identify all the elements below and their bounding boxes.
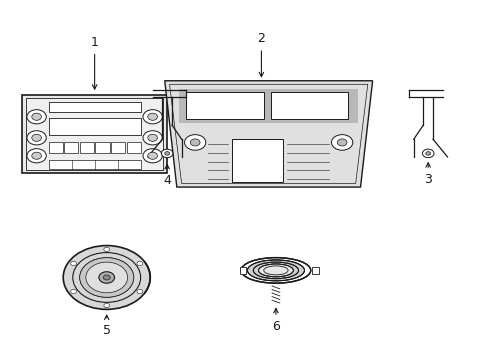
- Polygon shape: [164, 81, 372, 187]
- Circle shape: [63, 246, 150, 309]
- Circle shape: [27, 131, 46, 145]
- Circle shape: [184, 135, 205, 150]
- Circle shape: [103, 247, 109, 252]
- Bar: [49, 102, 140, 112]
- Circle shape: [80, 258, 133, 297]
- Circle shape: [161, 149, 173, 158]
- Text: 1: 1: [90, 36, 99, 89]
- Bar: [270, 92, 348, 119]
- Circle shape: [103, 303, 109, 308]
- Bar: [80, 143, 94, 153]
- Bar: [64, 143, 78, 153]
- Text: 6: 6: [271, 309, 279, 333]
- Circle shape: [32, 134, 41, 141]
- Bar: [231, 139, 283, 182]
- Bar: [26, 98, 163, 170]
- Circle shape: [142, 149, 162, 163]
- Circle shape: [190, 139, 200, 146]
- Circle shape: [422, 149, 433, 158]
- Bar: [111, 143, 125, 153]
- Circle shape: [32, 113, 41, 120]
- Bar: [49, 118, 140, 135]
- Circle shape: [147, 134, 157, 141]
- Circle shape: [331, 135, 352, 150]
- Circle shape: [32, 152, 41, 159]
- Circle shape: [142, 110, 162, 124]
- Bar: [95, 143, 109, 153]
- Text: 4: 4: [163, 165, 171, 187]
- Text: 5: 5: [102, 315, 110, 337]
- Bar: [186, 92, 264, 119]
- Circle shape: [142, 131, 162, 145]
- Circle shape: [425, 152, 430, 155]
- Bar: [22, 95, 167, 173]
- Bar: [179, 89, 357, 123]
- Bar: [239, 267, 246, 274]
- Circle shape: [99, 272, 114, 283]
- Circle shape: [70, 289, 76, 294]
- Text: 2: 2: [257, 32, 265, 77]
- Ellipse shape: [247, 260, 304, 281]
- Circle shape: [103, 275, 110, 280]
- Circle shape: [27, 110, 46, 124]
- Circle shape: [137, 261, 142, 266]
- Circle shape: [86, 262, 127, 293]
- Circle shape: [147, 113, 157, 120]
- Circle shape: [137, 289, 142, 294]
- Circle shape: [27, 149, 46, 163]
- Bar: [311, 267, 318, 274]
- Text: 3: 3: [424, 163, 431, 186]
- Bar: [49, 159, 140, 169]
- Ellipse shape: [258, 264, 293, 277]
- Circle shape: [70, 261, 76, 266]
- Circle shape: [147, 152, 157, 159]
- Circle shape: [337, 139, 346, 146]
- Circle shape: [164, 152, 169, 155]
- Bar: [49, 143, 62, 153]
- Bar: [126, 143, 141, 153]
